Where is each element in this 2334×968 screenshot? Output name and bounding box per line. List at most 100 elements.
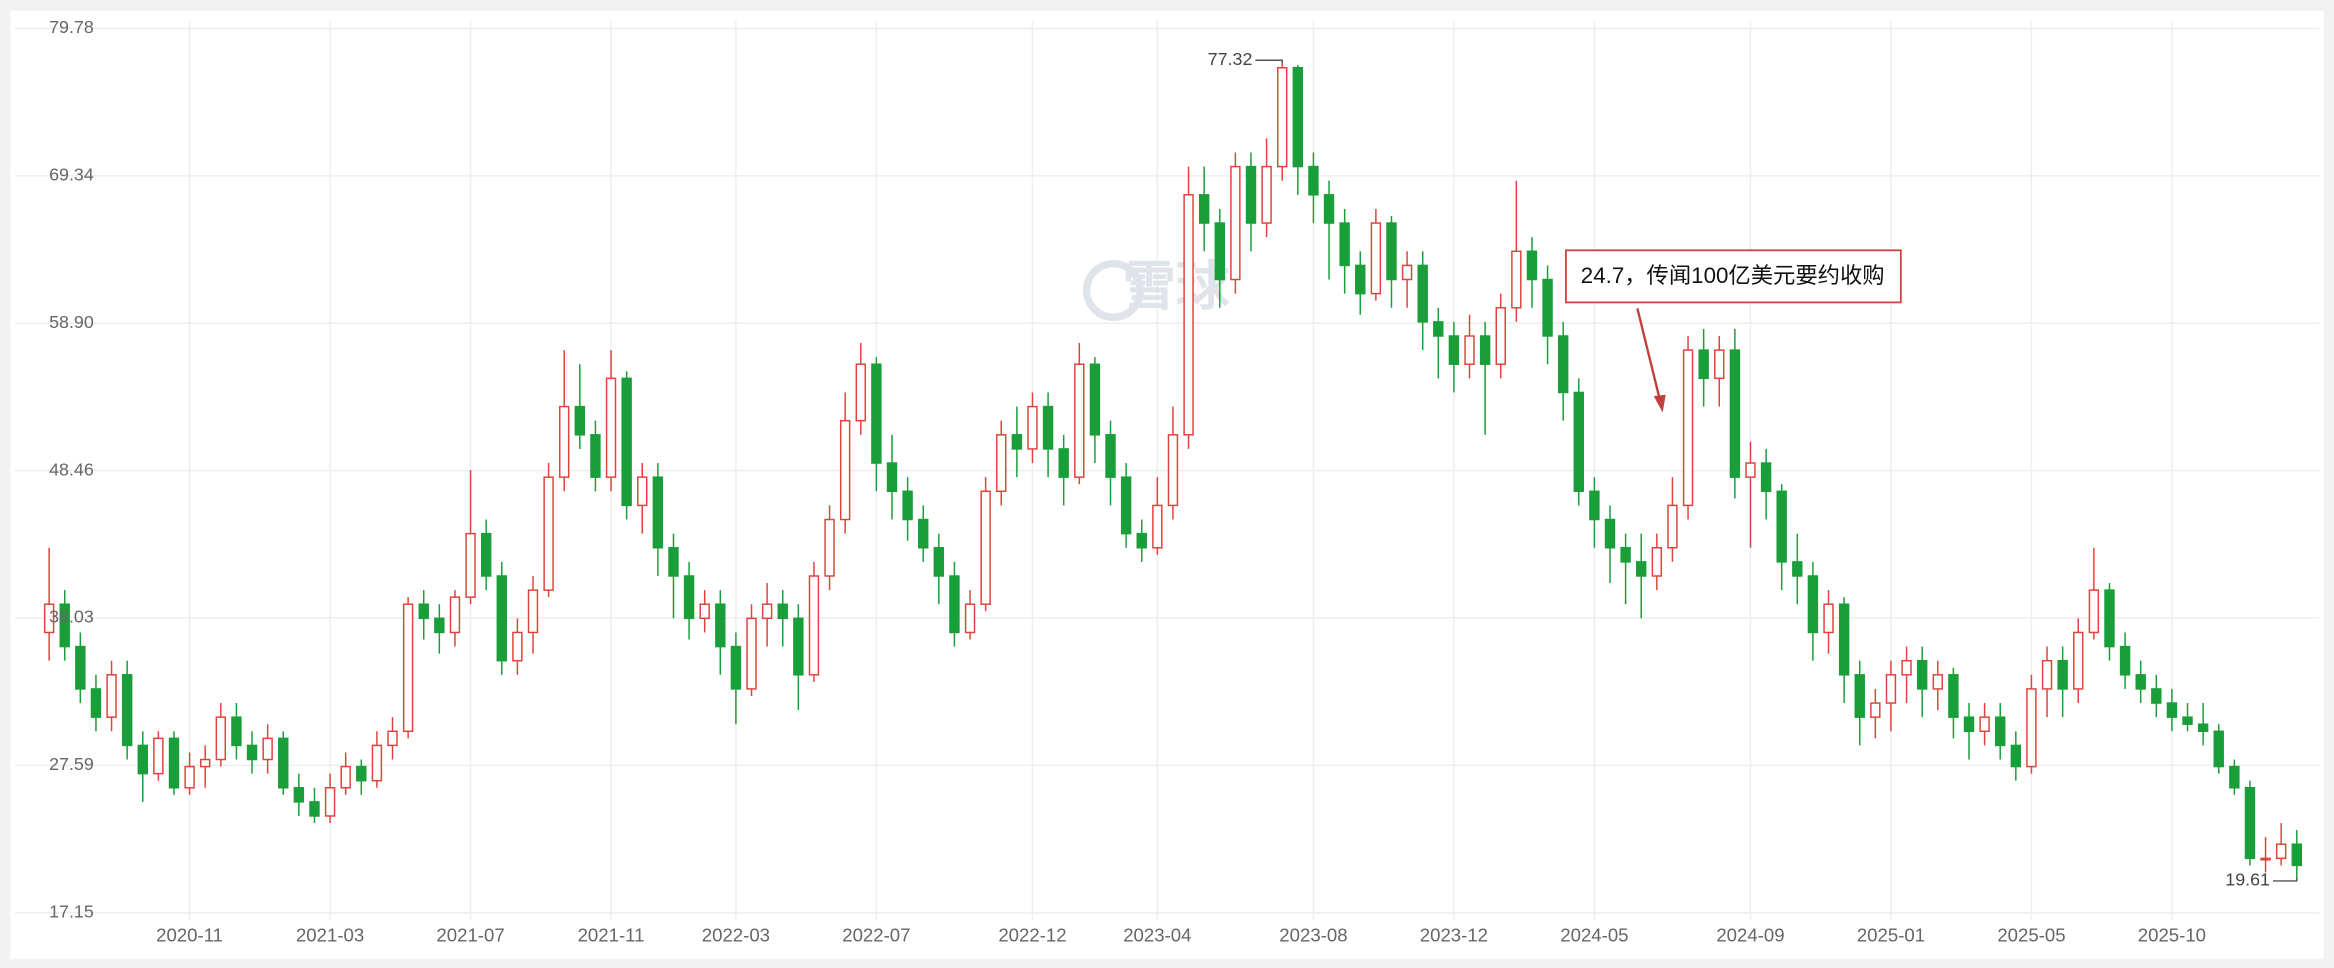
y-tick-label: 58.90 — [49, 312, 94, 332]
candle-body — [1292, 67, 1304, 168]
candle-body — [246, 744, 258, 761]
candle-body — [574, 405, 586, 436]
x-tick-label: 2025-05 — [1997, 924, 2065, 945]
candle-body — [1042, 405, 1054, 450]
candle-body — [2166, 702, 2178, 718]
candle-body — [1464, 335, 1475, 365]
candle-body — [106, 674, 117, 718]
candle-body — [168, 737, 180, 789]
candle-body — [2197, 723, 2209, 733]
candle-body — [1011, 434, 1023, 450]
candle-body — [1214, 222, 1225, 281]
candle-body — [2057, 659, 2068, 690]
candle-body — [137, 744, 148, 775]
y-tick-label: 38.03 — [49, 607, 94, 627]
candle-body — [434, 617, 445, 634]
candle-body — [855, 363, 866, 422]
candle-body — [2229, 765, 2240, 789]
candle-body — [2026, 688, 2037, 768]
candle-body — [1495, 307, 1506, 365]
candle-body — [2010, 744, 2022, 768]
x-tick-label: 2024-09 — [1716, 924, 1784, 945]
candle-body — [683, 575, 695, 620]
candle-body — [1682, 349, 1694, 507]
candle-body — [668, 547, 679, 577]
candle-body — [996, 434, 1007, 493]
candle-body — [1776, 490, 1787, 563]
candle-body — [309, 801, 320, 817]
candle-body — [1027, 405, 1038, 450]
candle-body — [153, 737, 164, 775]
candle-body — [1995, 716, 2006, 747]
candle-body — [121, 674, 133, 747]
candle-body — [1963, 716, 1975, 733]
candle-body — [1729, 349, 1741, 478]
candle-body — [699, 603, 710, 620]
candle-body — [1838, 603, 1850, 676]
x-tick-label: 2020-11 — [156, 924, 223, 945]
candle-body — [1885, 674, 1897, 704]
candle-body — [777, 603, 788, 620]
candle-body — [496, 575, 507, 662]
candle-body — [278, 737, 289, 789]
candle-body — [1854, 674, 1865, 718]
candle-body — [980, 490, 991, 605]
candle-body — [324, 787, 336, 817]
candle-body — [356, 765, 367, 782]
candle-body — [637, 476, 648, 507]
candle-body — [1636, 561, 1647, 577]
candle-body — [1760, 462, 1772, 493]
candle-body — [933, 547, 945, 577]
candle-body — [1870, 702, 1881, 718]
candle-body — [590, 434, 601, 478]
candle-body — [199, 758, 211, 768]
x-tick-label: 2022-03 — [702, 924, 770, 945]
candle-body — [1651, 547, 1663, 577]
candle-body — [1807, 575, 1819, 634]
candle-body — [1667, 504, 1678, 549]
y-tick-label: 48.46 — [49, 459, 94, 479]
candle-body — [839, 419, 851, 521]
candle-body — [1979, 716, 1990, 733]
candle-body — [808, 575, 820, 676]
candle-body — [527, 589, 539, 634]
candle-body — [1136, 532, 1147, 549]
candle-body — [1277, 67, 1288, 168]
candle-body — [543, 476, 554, 591]
min-leader — [2272, 877, 2298, 882]
candle-body — [90, 688, 102, 718]
y-tick-label: 79.78 — [49, 17, 94, 37]
y-tick-label: 69.34 — [49, 165, 94, 185]
candle-body — [2088, 589, 2100, 634]
candle-body — [59, 603, 70, 648]
max-leader — [1255, 59, 1283, 64]
candle-body — [949, 575, 960, 634]
candle-body — [1198, 194, 1210, 224]
candle-body — [2213, 730, 2224, 768]
candle-body — [1417, 264, 1428, 323]
candle-body — [2135, 674, 2146, 690]
candle-body — [793, 617, 804, 676]
candle-body — [621, 377, 632, 507]
candle-body — [1230, 165, 1241, 281]
y-tick-label: 27.59 — [49, 754, 94, 774]
x-tick-label: 2021-03 — [296, 924, 364, 945]
candle-body — [1589, 490, 1600, 521]
arrow-head — [1653, 394, 1666, 413]
candle-body — [1901, 659, 1912, 676]
x-tick-label: 2025-10 — [2138, 924, 2206, 945]
x-tick-label: 2022-07 — [842, 924, 910, 945]
candle-body — [184, 765, 195, 789]
candle-body — [964, 603, 976, 634]
x-tick-label: 2021-11 — [578, 924, 645, 945]
x-tick-label: 2025-01 — [1857, 924, 1925, 945]
candle-body — [1355, 264, 1366, 295]
candles-layer — [43, 63, 2302, 878]
candle-body — [605, 377, 617, 478]
candle-body — [746, 617, 757, 690]
candle-body — [418, 603, 429, 620]
candle-body — [1511, 250, 1522, 309]
candle-body — [1448, 335, 1460, 365]
candle-body — [371, 744, 383, 782]
x-tick-label: 2023-12 — [1420, 924, 1488, 945]
